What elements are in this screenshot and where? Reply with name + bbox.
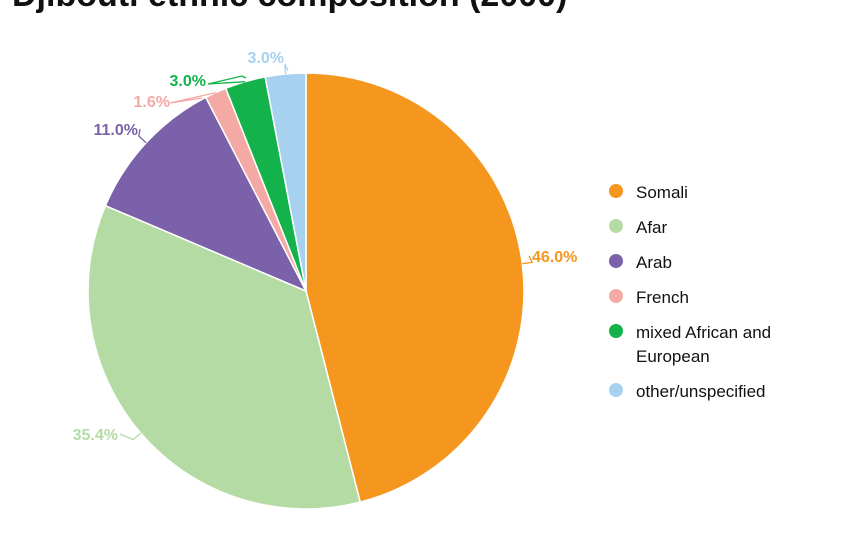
leader-line-arab	[138, 128, 147, 144]
data-label-french: 1.6%	[134, 94, 170, 111]
pie-slice-arab	[104, 96, 308, 293]
leader-line-somali	[522, 255, 534, 265]
data-label-afar: 35.4%	[73, 427, 118, 444]
legend-item-mixed-african-and-european: mixed African and European	[607, 321, 837, 369]
legend-label: Arab	[636, 253, 672, 272]
legend-item-arab: Arab	[607, 251, 837, 275]
legend-label: mixed African and European	[636, 323, 772, 366]
legend-swatch-icon	[609, 184, 623, 198]
pie-slice-somali	[305, 72, 525, 504]
data-label-mixed-african-and-european: 3.0%	[170, 73, 206, 90]
data-label-other-unspecified: 3.0%	[248, 50, 284, 67]
leader-line-other-unspecified	[284, 63, 289, 75]
data-label-somali: 46.0%	[532, 249, 577, 266]
leader-line-mixed-african-and-european	[207, 75, 247, 85]
legend-item-afar: Afar	[607, 216, 837, 240]
legend-swatch-icon	[609, 289, 623, 303]
legend-item-somali: Somali	[607, 181, 837, 205]
chart-title: Djibouti ethnic composition (2000)	[12, 0, 567, 15]
legend-swatch-icon	[609, 324, 623, 338]
data-label-arab: 11.0%	[94, 122, 138, 139]
legend-label: French	[636, 288, 689, 307]
legend-label: other/unspecified	[636, 382, 766, 401]
legend-label: Somali	[636, 183, 688, 202]
leader-line-french	[169, 91, 216, 104]
legend-item-other-unspecified: other/unspecified	[607, 380, 837, 404]
legend-swatch-icon	[609, 219, 623, 233]
legend-item-french: French	[607, 286, 837, 310]
leader-line-afar	[119, 432, 142, 441]
legend-swatch-icon	[609, 254, 623, 268]
legend: Somali Afar Arab French mixed African and Eu…	[607, 181, 837, 415]
legend-label: Afar	[636, 218, 668, 237]
legend-swatch-icon	[609, 383, 623, 397]
